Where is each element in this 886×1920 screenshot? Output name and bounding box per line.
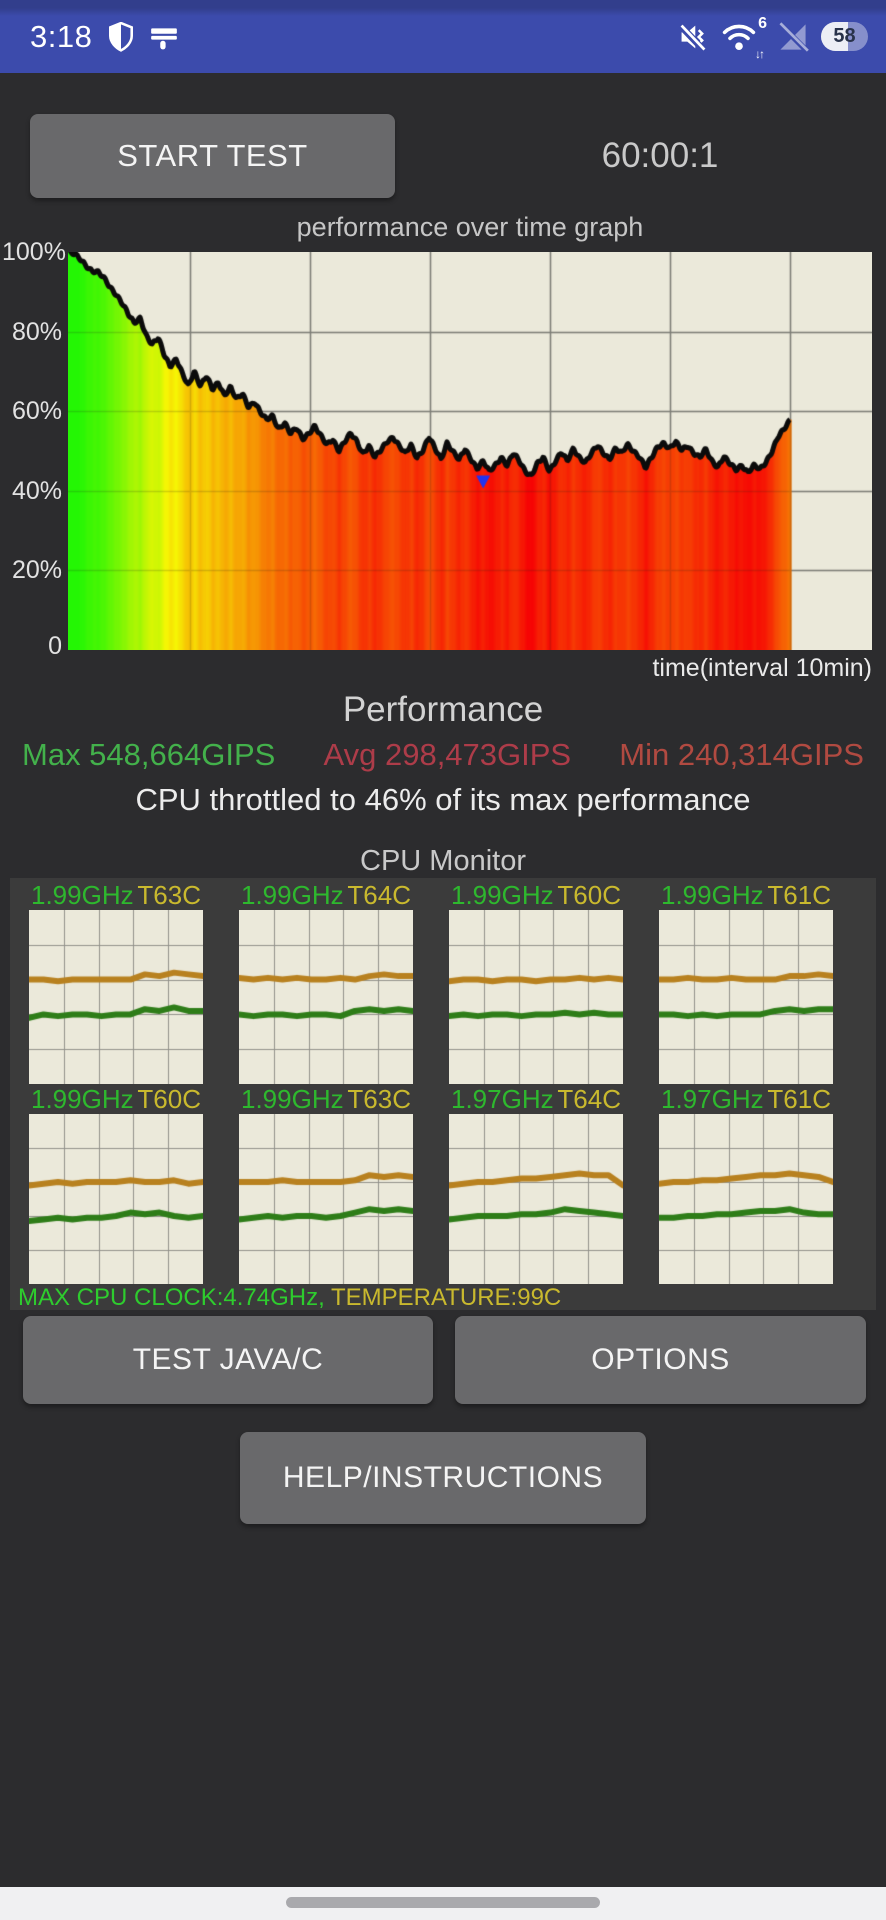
core-label: 1.99GHz T60C — [29, 1083, 203, 1114]
performance-heading: Performance — [342, 690, 544, 729]
wifi-icon: 6 ↓↑ — [721, 15, 767, 61]
core-temperature: T63C — [347, 1083, 411, 1114]
core-label: 1.97GHz T61C — [659, 1083, 833, 1114]
cpu-monitor-panel: 1.99GHz T63C 1.99GHz T64C 1.99GHz T60C 1… — [10, 878, 876, 1312]
graph-title: performance over time graph — [296, 212, 644, 242]
no-signal-icon — [777, 20, 809, 53]
max-gips: Max 548,664GIPS — [22, 737, 276, 772]
core-label: 1.97GHz T64C — [449, 1083, 623, 1114]
core-frequency: 1.99GHz — [661, 879, 764, 910]
mute-icon — [677, 21, 709, 53]
home-indicator[interactable] — [286, 1897, 600, 1908]
y-axis-tick: 100% — [2, 238, 66, 266]
performance-over-time-chart — [68, 252, 872, 650]
clock: 3:18 — [30, 18, 93, 54]
core-chart — [29, 1114, 203, 1284]
status-icons-right: 6 ↓↑ 58 — [677, 15, 868, 61]
battery-indicator: 58 — [821, 22, 868, 51]
y-axis-tick: 80% — [11, 318, 62, 346]
core-label: 1.99GHz T64C — [239, 879, 413, 910]
core-frequency: 1.99GHz — [241, 879, 344, 910]
brush-icon — [150, 22, 178, 52]
core-temperature: T60C — [557, 879, 621, 910]
throttle-note: CPU throttled to 46% of its max performa… — [135, 782, 751, 817]
start-test-button[interactable]: START TEST — [30, 114, 395, 198]
core-chart — [239, 910, 413, 1084]
x-axis-label: time(interval 10min) — [652, 654, 872, 682]
y-axis-tick: 0 — [48, 632, 62, 660]
min-gips: Min 240,314GIPS — [619, 737, 864, 772]
y-axis-tick: 20% — [11, 556, 62, 584]
y-axis-tick: 40% — [11, 477, 62, 505]
options-button[interactable]: OPTIONS — [455, 1316, 866, 1404]
wifi-generation-label: 6 — [758, 14, 767, 32]
cpu-monitor-heading: CPU Monitor — [360, 845, 526, 877]
shield-icon — [108, 21, 134, 52]
status-bar: 3:18 — [0, 0, 886, 73]
core-frequency: 1.97GHz — [661, 1083, 764, 1114]
core-temperature: T61C — [767, 1083, 831, 1114]
test-java-c-button[interactable]: TEST JAVA/C — [23, 1316, 433, 1404]
core-temperature: T64C — [347, 879, 411, 910]
core-chart — [449, 910, 623, 1084]
core-label: 1.99GHz T60C — [449, 879, 623, 910]
core-frequency: 1.99GHz — [451, 879, 554, 910]
core-frequency: 1.99GHz — [31, 1083, 134, 1114]
core-temperature: T61C — [767, 879, 831, 910]
core-temperature: T63C — [137, 879, 201, 910]
core-chart — [449, 1114, 623, 1284]
help-instructions-button[interactable]: HELP/INSTRUCTIONS — [240, 1432, 646, 1524]
max-temperature: TEMPERATURE:99C — [324, 1284, 562, 1311]
core-chart — [659, 1114, 833, 1284]
core-chart — [29, 910, 203, 1084]
core-temperature: T60C — [137, 1083, 201, 1114]
max-cpu-clock: MAX CPU CLOCK:4.74GHz, — [18, 1284, 325, 1311]
wifi-traffic-arrows: ↓↑ — [755, 46, 765, 61]
test-duration-timer: 60:00:1 — [601, 136, 719, 175]
core-label: 1.99GHz T63C — [239, 1083, 413, 1114]
core-label: 1.99GHz T61C — [659, 879, 833, 910]
core-frequency: 1.99GHz — [31, 879, 134, 910]
core-label: 1.99GHz T63C — [29, 879, 203, 910]
core-chart — [659, 910, 833, 1084]
core-temperature: T64C — [557, 1083, 621, 1114]
cpu-footer: MAX CPU CLOCK:4.74GHz, TEMPERATURE:99C — [18, 1284, 561, 1312]
battery-percent: 58 — [833, 25, 856, 47]
core-chart — [239, 1114, 413, 1284]
core-frequency: 1.97GHz — [451, 1083, 554, 1114]
y-axis-tick: 60% — [11, 397, 62, 425]
gips-stats-row: Max 548,664GIPS Avg 298,473GIPS Min 240,… — [0, 737, 886, 773]
core-frequency: 1.99GHz — [241, 1083, 344, 1114]
avg-gips: Avg 298,473GIPS — [323, 737, 572, 772]
battery-fill-level — [821, 22, 849, 51]
